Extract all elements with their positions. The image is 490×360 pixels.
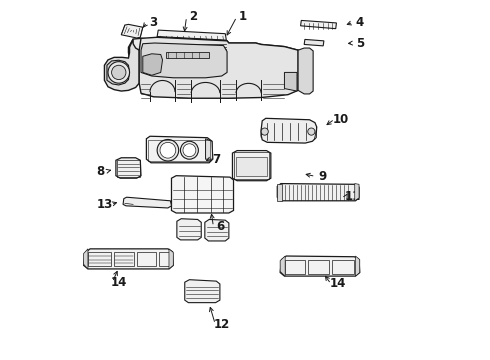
- Polygon shape: [300, 21, 337, 29]
- Polygon shape: [107, 60, 129, 85]
- Text: 10: 10: [333, 113, 349, 126]
- Polygon shape: [143, 54, 163, 75]
- Text: 2: 2: [189, 10, 197, 23]
- Bar: [148, 140, 210, 161]
- Circle shape: [160, 142, 176, 158]
- Polygon shape: [157, 30, 226, 40]
- Polygon shape: [169, 249, 173, 269]
- Polygon shape: [141, 43, 227, 78]
- Polygon shape: [232, 150, 271, 181]
- Text: 14: 14: [329, 278, 346, 291]
- Circle shape: [261, 128, 269, 135]
- Polygon shape: [277, 184, 359, 201]
- Text: 11: 11: [344, 190, 361, 203]
- Text: 13: 13: [97, 198, 113, 211]
- Bar: [114, 252, 134, 266]
- Polygon shape: [277, 184, 282, 201]
- Text: 5: 5: [356, 36, 364, 50]
- Bar: [159, 252, 171, 266]
- Circle shape: [108, 62, 129, 83]
- Polygon shape: [261, 118, 317, 143]
- Polygon shape: [355, 184, 359, 201]
- Polygon shape: [147, 136, 213, 163]
- Bar: [117, 160, 140, 177]
- Polygon shape: [280, 256, 360, 276]
- Bar: [285, 260, 305, 274]
- Circle shape: [112, 65, 126, 80]
- Text: 9: 9: [318, 170, 326, 183]
- Polygon shape: [116, 158, 141, 178]
- Polygon shape: [205, 220, 229, 241]
- Text: 6: 6: [216, 220, 224, 233]
- Circle shape: [180, 141, 198, 159]
- Polygon shape: [298, 48, 313, 94]
- Bar: [332, 260, 354, 274]
- Polygon shape: [314, 127, 317, 140]
- Polygon shape: [122, 24, 143, 38]
- Text: 4: 4: [356, 16, 364, 29]
- Polygon shape: [84, 249, 88, 269]
- Circle shape: [157, 139, 179, 161]
- Polygon shape: [84, 249, 173, 269]
- Text: 3: 3: [149, 16, 158, 29]
- Text: 8: 8: [97, 165, 105, 177]
- Polygon shape: [205, 139, 213, 159]
- Polygon shape: [280, 256, 285, 276]
- Text: 14: 14: [111, 276, 127, 289]
- Bar: [88, 252, 111, 266]
- Text: 12: 12: [214, 318, 230, 331]
- Polygon shape: [261, 130, 262, 138]
- Polygon shape: [123, 197, 172, 208]
- Circle shape: [308, 128, 315, 135]
- Bar: [166, 51, 209, 58]
- Polygon shape: [185, 280, 220, 303]
- Bar: [234, 152, 270, 179]
- Polygon shape: [355, 256, 360, 276]
- Bar: [137, 252, 156, 266]
- Text: 1: 1: [239, 10, 247, 23]
- Polygon shape: [139, 37, 298, 98]
- Bar: [308, 260, 329, 274]
- Polygon shape: [128, 37, 306, 68]
- Bar: [236, 157, 267, 176]
- Polygon shape: [177, 219, 201, 240]
- Polygon shape: [304, 40, 324, 46]
- Circle shape: [183, 144, 196, 157]
- Text: 7: 7: [212, 153, 220, 166]
- Polygon shape: [104, 39, 139, 91]
- Polygon shape: [285, 72, 297, 91]
- Polygon shape: [172, 176, 234, 213]
